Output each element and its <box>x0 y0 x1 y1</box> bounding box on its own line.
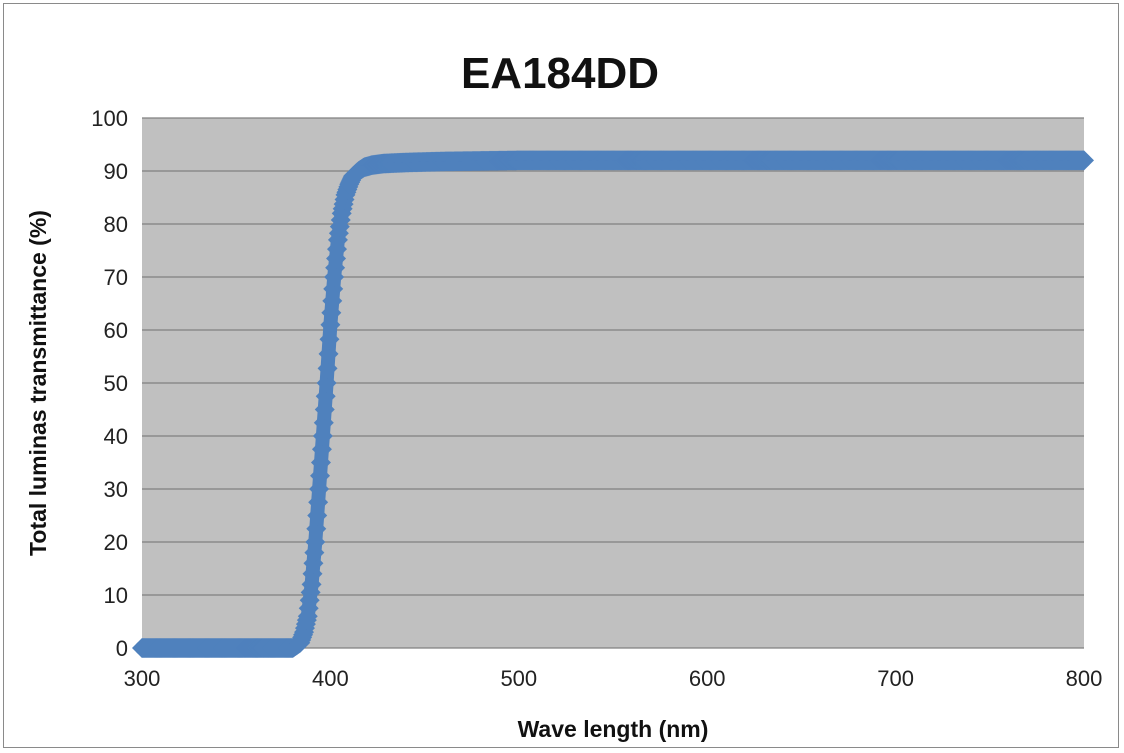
chart-title: EA184DD <box>461 49 659 98</box>
x-axis-label: Wave length (nm) <box>518 716 709 742</box>
data-point <box>323 278 344 299</box>
y-tick-label: 10 <box>104 583 128 608</box>
x-tick-label: 300 <box>124 666 161 691</box>
x-tick-label: 400 <box>312 666 349 691</box>
x-tick-label: 600 <box>689 666 726 691</box>
y-tick-label: 50 <box>104 371 128 396</box>
data-point <box>319 329 340 350</box>
y-axis-label: Total luminas transmittance (%) <box>25 210 51 556</box>
x-tick-label: 500 <box>500 666 537 691</box>
data-point <box>310 452 331 473</box>
data-point <box>314 399 335 420</box>
data-point <box>310 465 331 486</box>
data-point <box>309 479 330 499</box>
data-point <box>320 314 341 335</box>
y-tick-label: 70 <box>104 265 128 290</box>
data-point <box>318 343 339 364</box>
y-tick-label: 90 <box>104 159 128 184</box>
data-point <box>313 412 334 433</box>
data-point <box>322 290 343 311</box>
data-point <box>311 439 332 460</box>
y-tick-label: 60 <box>104 318 128 343</box>
data-point <box>305 532 326 552</box>
y-tick-label: 40 <box>104 424 128 449</box>
data-point <box>306 518 327 539</box>
x-tick-labels: 300 400 500 600 700 800 <box>124 666 1103 691</box>
data-point <box>1074 150 1094 171</box>
x-tick-label: 700 <box>877 666 914 691</box>
y-tick-labels: 0 10 20 30 40 50 60 70 80 90 100 <box>91 106 128 661</box>
y-tick-label: 80 <box>104 212 128 237</box>
y-tick-label: 0 <box>116 636 128 661</box>
data-point <box>317 358 338 379</box>
x-tick-label: 800 <box>1066 666 1103 691</box>
chart-frame: EA184DD 0 10 20 30 40 50 60 70 80 90 100 300 400 500… <box>3 3 1119 748</box>
series-transmittance <box>132 150 1094 658</box>
y-tick-label: 30 <box>104 477 128 502</box>
chart-svg: EA184DD 0 10 20 30 40 50 60 70 80 90 100 300 400 500… <box>25 49 1103 742</box>
data-point <box>307 505 328 526</box>
y-tick-label: 20 <box>104 530 128 555</box>
data-point <box>316 373 337 393</box>
data-point <box>315 386 336 407</box>
data-point <box>312 426 333 446</box>
data-point <box>321 302 342 323</box>
y-tick-label: 100 <box>91 106 128 131</box>
data-point <box>308 492 329 513</box>
gridlines <box>142 117 1084 649</box>
